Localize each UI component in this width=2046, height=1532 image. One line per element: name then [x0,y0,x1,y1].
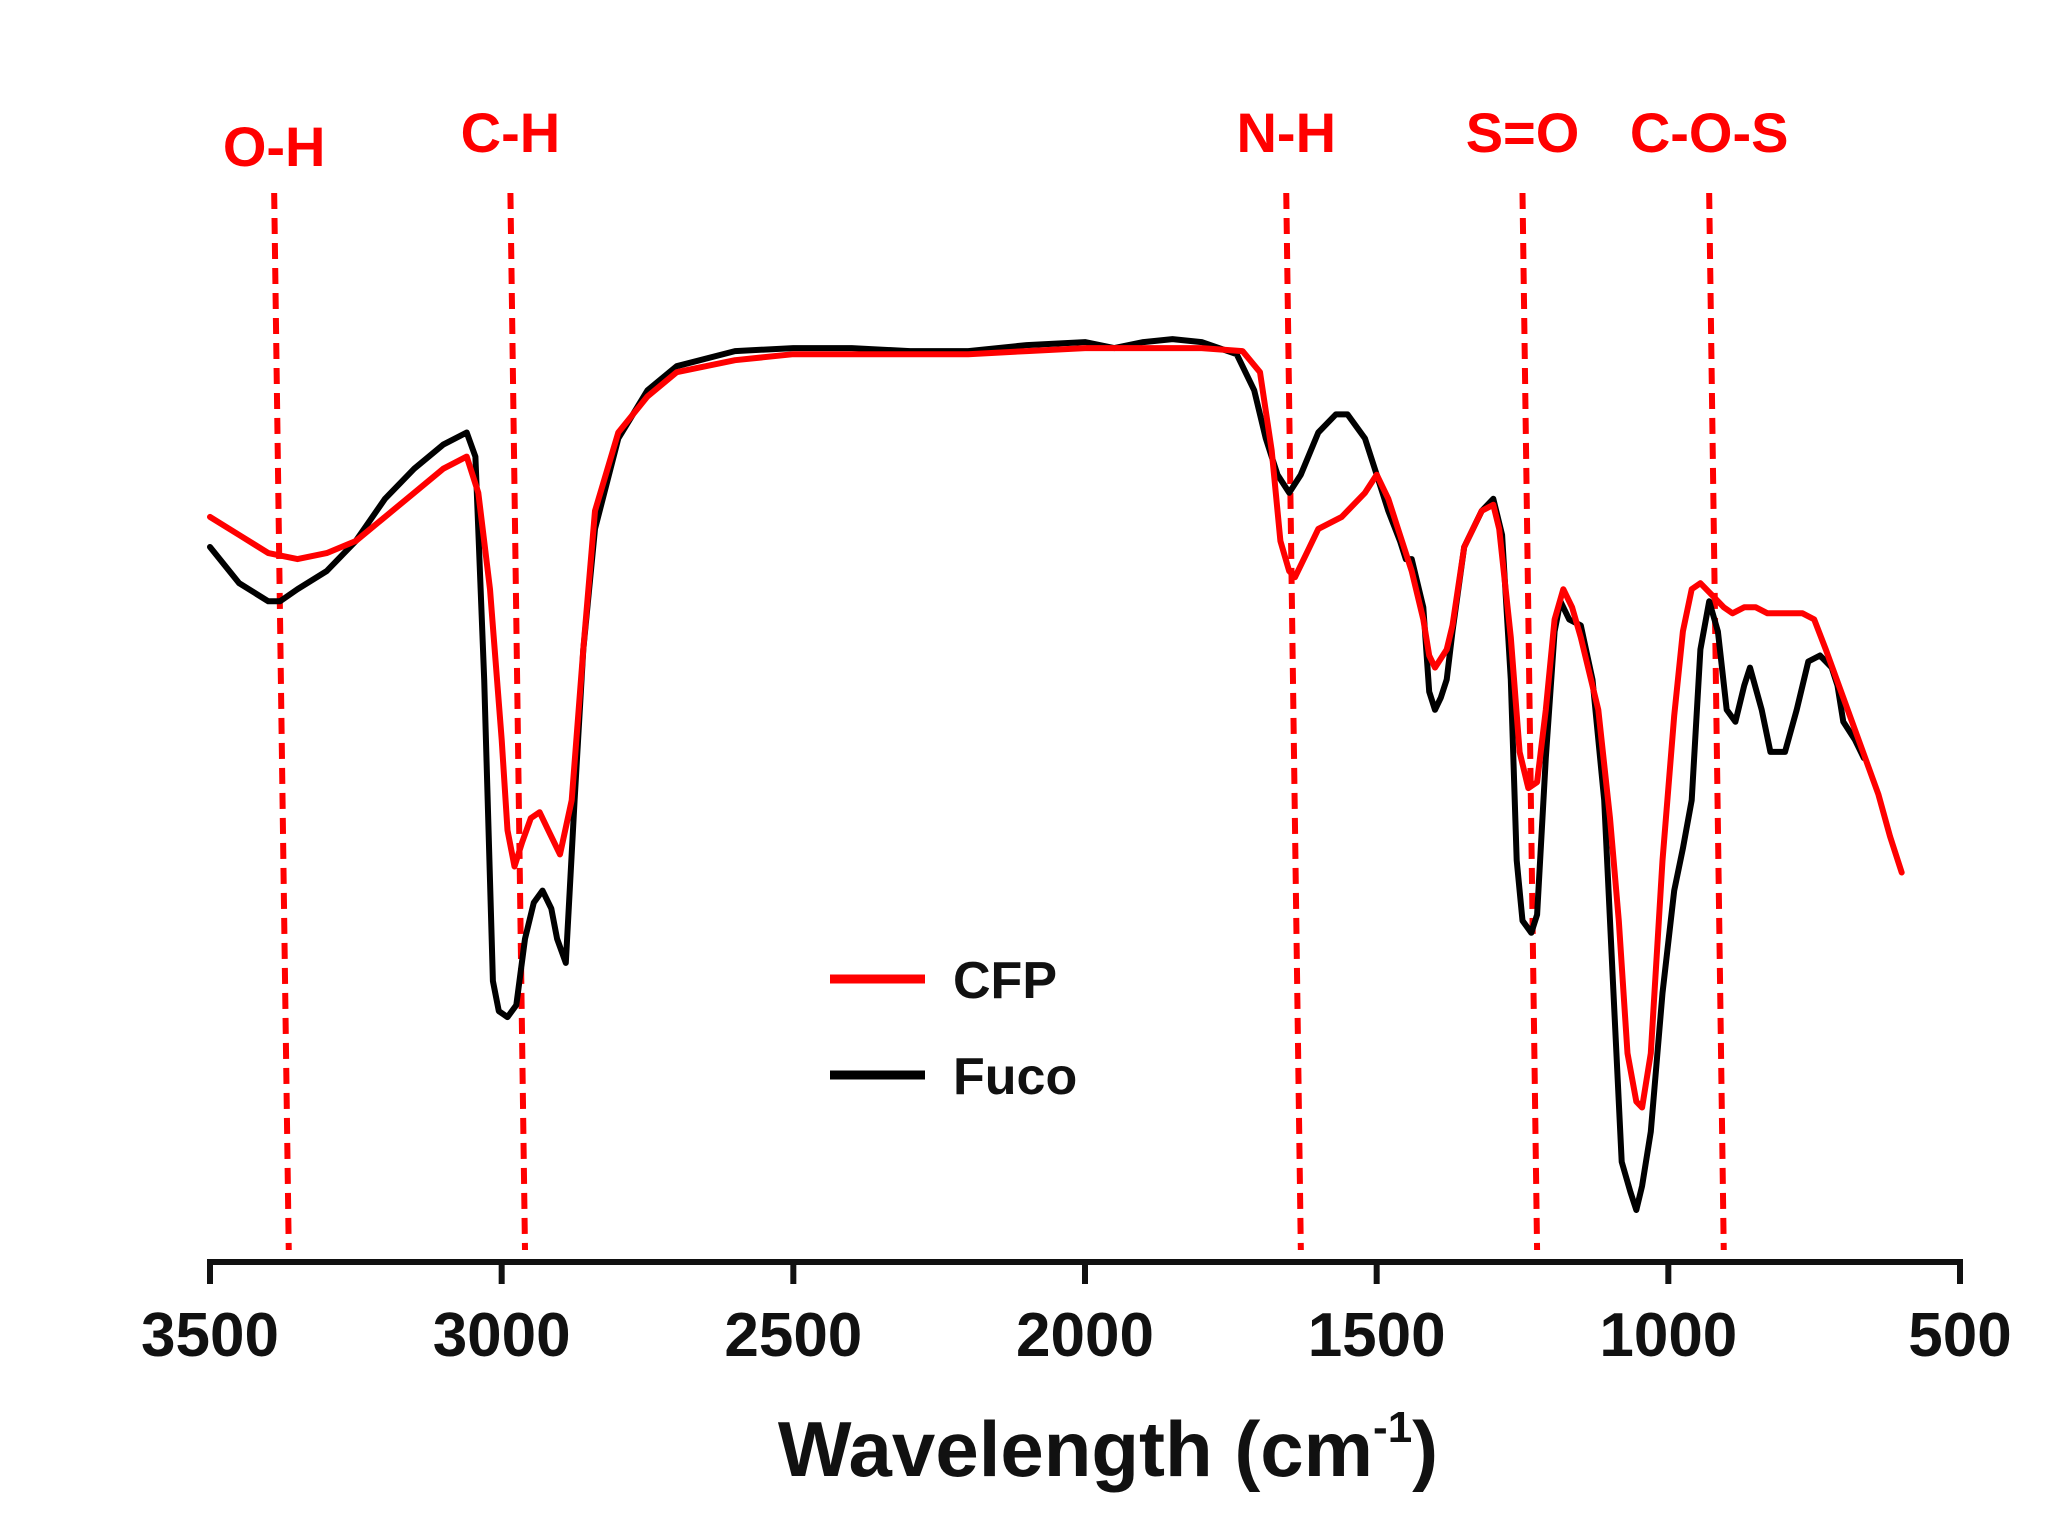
legend-label-cfp: CFP [953,952,1057,1010]
x-tick-label-3000: 3000 [433,1301,571,1370]
annotation-label-c-o-s: C-O-S [1630,101,1789,164]
annotation-line-o-h [271,192,292,1251]
annotation-line-n-h [1283,192,1304,1251]
annotation-label-c-h: C-H [461,101,561,164]
x-axis-title-close: ) [1412,1405,1438,1493]
x-tick-label-500: 500 [1908,1301,2011,1370]
annotation-line-c-o-s [1706,192,1727,1251]
x-tick-label-1000: 1000 [1599,1301,1737,1370]
x-tick-label-2000: 2000 [1016,1301,1154,1370]
annotations-layer: O-H C-H N-H S=O C-O-S [223,101,1789,1251]
series-line-cfp [207,345,1905,1111]
x-axis-title: Wavelength (cm-1) [778,1403,1438,1493]
annotation-line-c-h [507,192,528,1251]
annotation-label-o-h: O-H [223,115,326,178]
legend-label-fuco: Fuco [953,1048,1077,1106]
x-tick-label-3500: 3500 [141,1301,279,1370]
x-tick-label-2500: 2500 [724,1301,862,1370]
annotation-label-n-h: N-H [1236,101,1336,164]
annotation-line-s-o [1519,192,1541,1251]
x-axis: 3500 3000 2500 2000 1500 1000 500 [141,1259,2012,1370]
annotation-label-s-o: S=O [1466,101,1580,164]
series-layer [207,336,1905,1213]
x-tick-label-1500: 1500 [1308,1301,1446,1370]
x-axis-title-main: Wavelength (cm [778,1405,1373,1493]
legend: CFP Fuco [830,952,1077,1106]
x-axis-title-superscript: -1 [1373,1403,1412,1452]
